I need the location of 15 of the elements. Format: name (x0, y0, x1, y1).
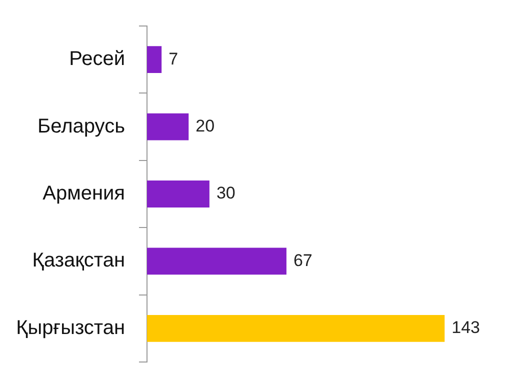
data-label: 20 (196, 116, 215, 136)
data-label: 143 (452, 318, 480, 338)
y-tick-label: Қырғызстан (16, 316, 125, 339)
bar (147, 248, 286, 275)
bar (147, 314, 445, 342)
y-tick-label: Ресей (69, 48, 125, 70)
bar (147, 46, 162, 74)
y-tick-label: Армения (42, 182, 125, 205)
data-label: 7 (168, 49, 178, 68)
bar (147, 113, 189, 140)
data-label: 67 (293, 250, 312, 270)
data-label: 30 (216, 184, 236, 203)
bar (147, 180, 210, 208)
y-tick-label: Беларусь (38, 115, 125, 138)
y-tick-label: Қазақстан (32, 250, 125, 272)
